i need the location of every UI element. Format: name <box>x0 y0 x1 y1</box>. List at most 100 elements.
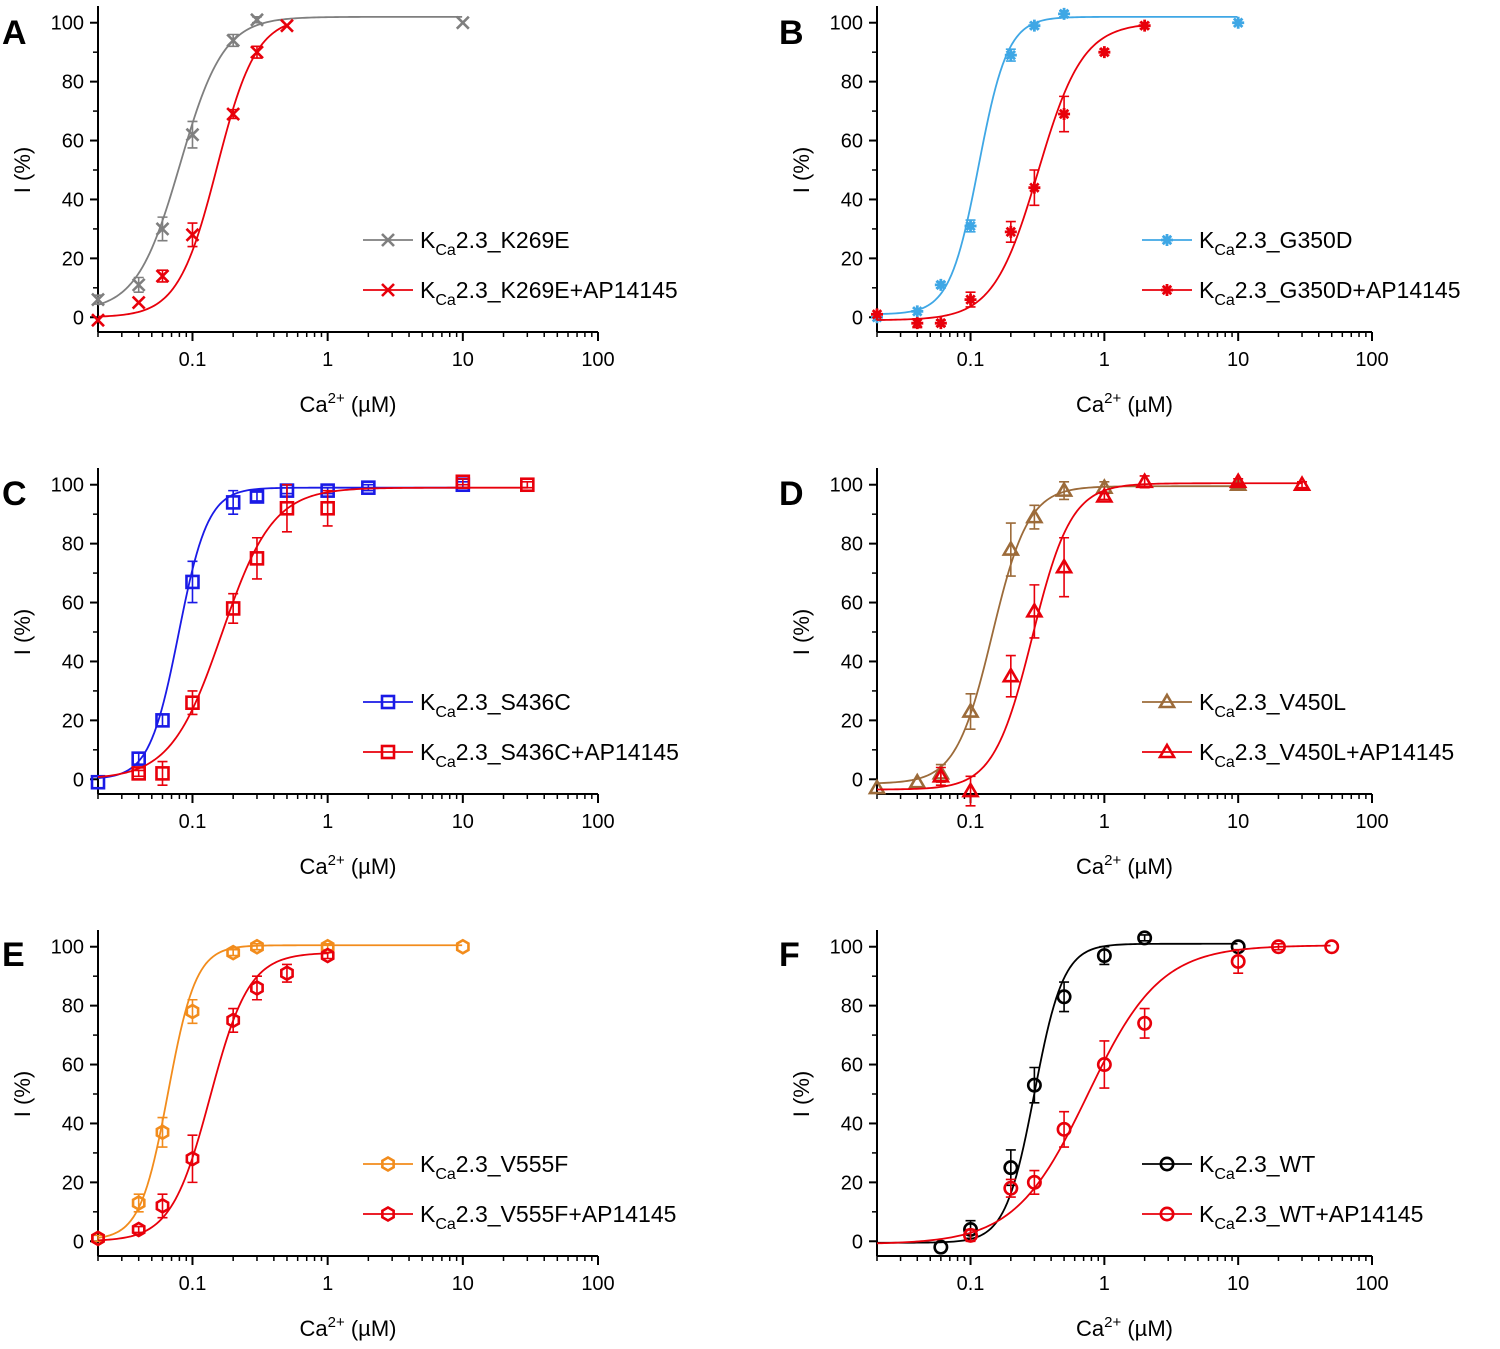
x-tick-label: 0.1 <box>179 811 207 833</box>
legend-label: KCa2.3_V450L+AP14145 <box>1199 739 1454 771</box>
y-tick-label: 40 <box>841 1113 863 1135</box>
legend-marker <box>1159 1206 1175 1222</box>
y-axis-title: I (%) <box>789 609 814 655</box>
data-point <box>131 751 146 766</box>
data-point <box>1001 666 1021 683</box>
legend-label: KCa2.3_G350D <box>1199 227 1352 259</box>
data-point <box>1098 46 1111 59</box>
data-point <box>226 944 241 961</box>
y-axis-title: I (%) <box>789 147 814 193</box>
data-point <box>1004 49 1017 62</box>
y-tick-label: 80 <box>841 534 863 556</box>
x-tick-label: 0.1 <box>179 1273 207 1295</box>
data-point <box>871 308 883 321</box>
legend-marker <box>381 233 395 247</box>
data-point <box>91 1230 105 1247</box>
legend-marker <box>380 694 396 710</box>
panel-letter: A <box>2 14 27 52</box>
y-tick-label: 80 <box>841 996 863 1018</box>
error-bar <box>157 1116 168 1148</box>
error-bar <box>133 1225 144 1234</box>
series-control <box>90 477 471 790</box>
y-tick-label: 100 <box>51 475 84 497</box>
data-point <box>185 227 200 242</box>
data-point <box>131 295 146 310</box>
error-bar <box>1029 1066 1040 1104</box>
data-point <box>280 965 294 982</box>
data-point <box>934 278 947 291</box>
data-point <box>455 474 471 490</box>
data-point <box>91 292 105 307</box>
data-point <box>1054 481 1074 497</box>
data-point <box>1232 16 1245 29</box>
legend-label: KCa2.3_G350D+AP14145 <box>1199 277 1461 309</box>
legend-entry: KCa2.3_V450L <box>1142 689 1346 721</box>
data-point <box>320 500 335 516</box>
legend-marker <box>381 1155 395 1173</box>
series-ap14145 <box>97 474 535 786</box>
panel-a: A 0 20 40 60 80 100 0.1 1 10 100 I (%) Ca2+ (µM) KCa2… <box>2 6 678 417</box>
x-tick-label: 1 <box>322 811 333 833</box>
data-point <box>1095 478 1114 494</box>
error-bar <box>187 560 198 604</box>
fit-curve <box>876 485 1238 785</box>
fit-curve <box>97 486 463 779</box>
legend-marker <box>1161 284 1173 296</box>
fit-curve <box>97 952 329 1242</box>
error-bar <box>187 1134 198 1184</box>
series-ap14145 <box>91 18 294 328</box>
data-point <box>250 45 264 60</box>
data-point <box>1230 953 1246 969</box>
y-axis-title: I (%) <box>10 147 35 193</box>
x-tick-label: 100 <box>1355 811 1388 833</box>
series-ap14145 <box>876 472 1312 807</box>
data-point <box>185 1150 200 1167</box>
error-bar <box>187 690 198 716</box>
data-point <box>131 1221 146 1238</box>
data-point <box>226 33 241 48</box>
data-point <box>1137 930 1153 946</box>
series-control <box>871 7 1245 324</box>
data-point <box>911 305 924 318</box>
data-point <box>155 269 170 283</box>
data-point <box>1137 1015 1153 1031</box>
legend-entry: KCa2.3_V555F+AP14145 <box>363 1201 676 1233</box>
y-tick-label: 60 <box>841 1055 863 1077</box>
y-tick-label: 80 <box>841 72 863 94</box>
data-point <box>226 107 241 121</box>
y-tick-label: 20 <box>62 710 84 732</box>
fit-curve <box>97 944 463 1239</box>
error-bar <box>1233 948 1244 975</box>
y-tick-label: 80 <box>62 72 84 94</box>
y-tick-label: 20 <box>841 710 863 732</box>
data-point <box>963 1227 979 1243</box>
data-point <box>961 701 980 718</box>
y-tick-label: 60 <box>841 131 863 153</box>
error-bar <box>1273 942 1284 951</box>
x-axis-title: Ca2+ (µM) <box>299 1314 396 1341</box>
legend-marker <box>1157 742 1177 759</box>
y-axis-title: I (%) <box>10 609 35 655</box>
error-bar <box>187 998 198 1025</box>
x-tick-label: 0.1 <box>957 1273 985 1295</box>
data-point <box>1028 19 1041 32</box>
data-point <box>1058 108 1071 121</box>
series-ap14145 <box>876 939 1340 1245</box>
error-bar <box>363 483 374 492</box>
panel-letter: B <box>779 14 804 52</box>
fit-curve <box>876 482 1303 791</box>
x-axis-title: Ca2+ (µM) <box>1076 852 1173 879</box>
data-point <box>931 766 951 783</box>
x-axis-title: Ca2+ (µM) <box>299 852 396 879</box>
data-point <box>1096 948 1112 964</box>
x-tick-label: 10 <box>452 349 474 371</box>
data-point <box>961 781 980 798</box>
panel-letter: D <box>779 475 804 513</box>
series-control <box>91 938 470 1247</box>
x-tick-label: 1 <box>1099 1273 1110 1295</box>
legend-marker <box>1161 234 1173 246</box>
legend-label: KCa2.3_S436C+AP14145 <box>420 739 679 771</box>
legend-label: KCa2.3_K269E+AP14145 <box>420 277 678 309</box>
data-point <box>1056 1121 1072 1137</box>
